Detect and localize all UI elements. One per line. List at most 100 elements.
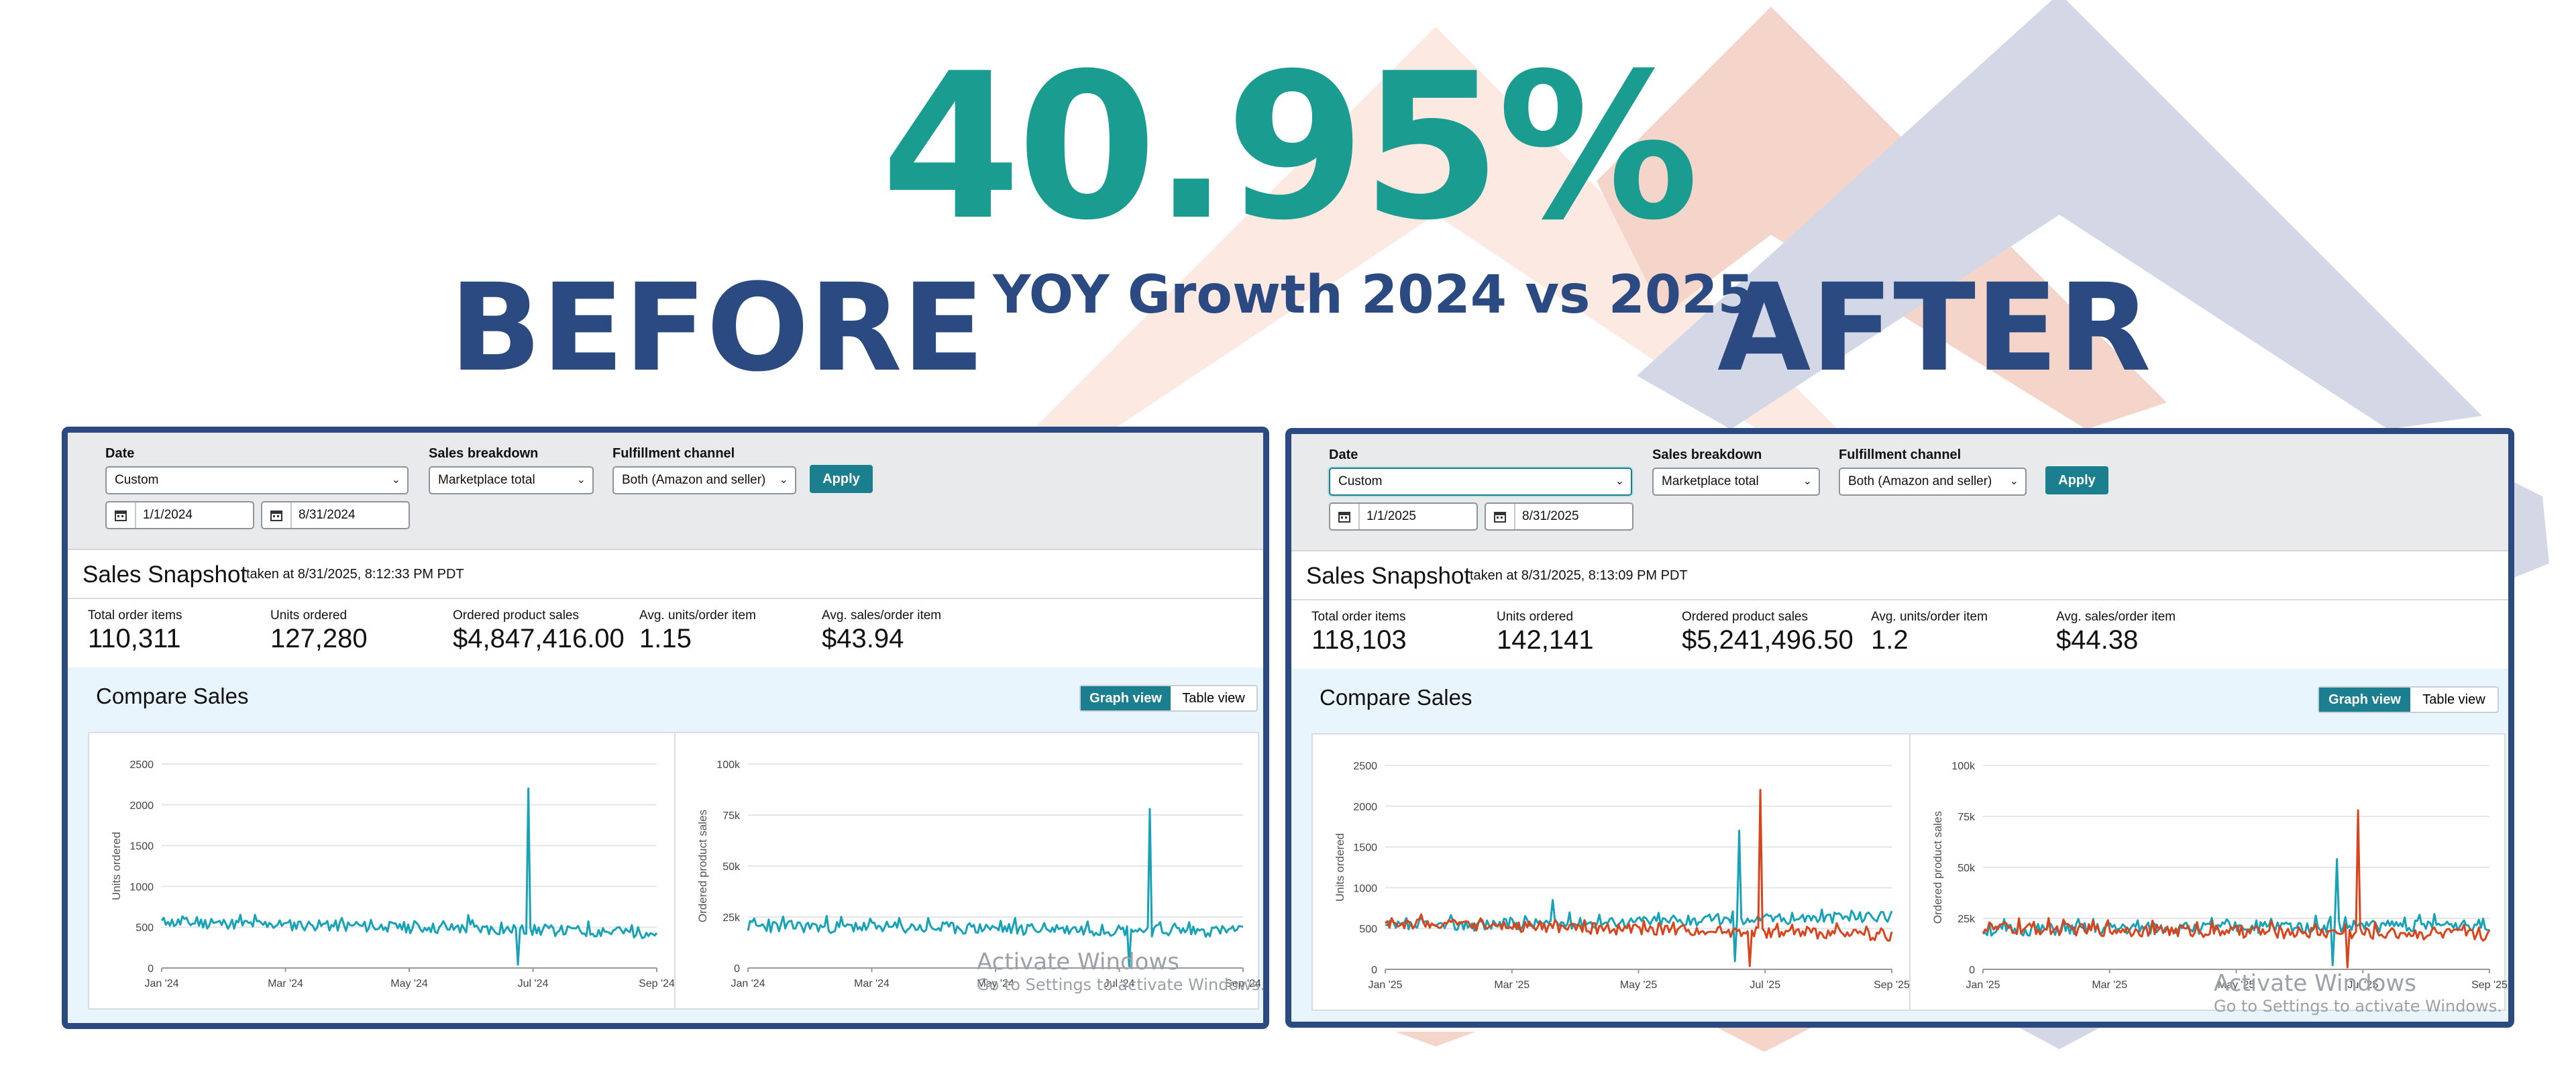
metric-label: Units ordered <box>270 608 347 623</box>
compare-sales-title: Compare Sales <box>96 684 249 708</box>
calendar-icon <box>262 502 292 528</box>
x-tick-label: Jan '24 <box>144 978 178 989</box>
start-date-input[interactable]: 1/1/2025 <box>1329 502 1478 531</box>
x-tick-label: Sep '24 <box>639 978 674 989</box>
view-toggle: Graph view Table view <box>1079 685 1258 712</box>
series-line <box>1385 829 1893 963</box>
series-line <box>160 788 658 966</box>
y-tick-label: 0 <box>1969 965 1975 976</box>
date-label: Date <box>105 446 135 461</box>
y-tick-label: 50k <box>722 861 741 873</box>
sales-breakdown-value: Marketplace total <box>438 473 535 487</box>
compare-sales-title: Compare Sales <box>1320 685 1472 710</box>
start-date-input[interactable]: 1/1/2024 <box>105 501 254 529</box>
view-toggle: Graph view Table view <box>2318 686 2499 713</box>
sales-breakdown-select[interactable]: Marketplace total ⌄ <box>1652 468 1820 496</box>
x-tick-label: Jul '24 <box>1104 978 1135 989</box>
chevron-down-icon: ⌄ <box>576 474 586 486</box>
fulfillment-channel-label: Fulfillment channel <box>612 446 735 461</box>
activate-windows-watermark: Activate Windows Go to Settings to activ… <box>977 949 1265 994</box>
units-ordered-chart: Units ordered 0 500 1000 1500 2000 2500 Jan '24… <box>110 759 674 989</box>
units-ordered-chart: Units ordered 0 500 1000 1500 2000 2500 Jan '25… <box>1334 761 1909 991</box>
metric-value: 1.15 <box>639 624 692 653</box>
end-date-input[interactable]: 8/31/2024 <box>261 501 410 529</box>
series-line <box>1385 789 1893 967</box>
bg-chevron-lavender <box>1637 0 2482 429</box>
bg-chevron-peach-left <box>1033 27 1838 429</box>
calendar-icon <box>107 502 136 528</box>
fulfillment-channel-value: Both (Amazon and seller) <box>1848 474 1992 488</box>
chevron-down-icon: ⌄ <box>391 474 400 486</box>
metric-label: Ordered product sales <box>453 608 579 623</box>
fulfillment-channel-select[interactable]: Both (Amazon and seller) ⌄ <box>1839 468 2027 496</box>
x-tick-label: Jul '24 <box>518 978 549 989</box>
calendar-icon <box>1486 504 1515 529</box>
date-range-value: Custom <box>115 473 159 487</box>
y-tick-label: 50k <box>1957 863 1976 874</box>
start-date-value: 1/1/2025 <box>1366 509 1416 523</box>
metric-value: 118,103 <box>1311 625 1407 655</box>
y-tick-label: 0 <box>148 963 154 975</box>
sales-breakdown-label: Sales breakdown <box>429 446 539 461</box>
chart-container: Units ordered 0 500 1000 1500 2000 2500 Jan '24… <box>88 732 1260 1010</box>
watermark-title: Activate Windows <box>977 949 1179 975</box>
after-label: AFTER <box>1717 258 2151 398</box>
before-dashboard-panel: Date Custom ⌄ 1/1/2024 8/31/2024 Sales b… <box>62 427 1269 1029</box>
chevron-down-icon: ⌄ <box>779 474 788 486</box>
x-tick-label: May '24 <box>390 978 428 989</box>
watermark-title: Activate Windows <box>2214 970 2416 997</box>
graph-view-button[interactable]: Graph view <box>2319 688 2410 712</box>
y-tick-label: 0 <box>1371 965 1377 976</box>
growth-percentage: 40.95% <box>881 30 1699 264</box>
snapshot-timestamp: taken at 8/31/2025, 8:12:33 PM PDT <box>246 567 464 582</box>
x-tick-label: Mar '24 <box>854 978 890 989</box>
activate-windows-watermark: Activate Windows Go to Settings to activ… <box>2214 970 2502 1016</box>
metric-label: Avg. units/order item <box>639 608 756 623</box>
y-tick-label: 1500 <box>1353 843 1377 854</box>
y-tick-label: 75k <box>722 810 741 822</box>
y-axis-label: Units ordered <box>1334 833 1346 902</box>
sales-breakdown-select[interactable]: Marketplace total ⌄ <box>429 466 594 494</box>
watermark-subtitle: Go to Settings to activate Windows. <box>2214 997 2502 1016</box>
y-tick-label: 25k <box>722 912 741 924</box>
chart-divider <box>674 733 676 1008</box>
x-tick-label: May '25 <box>1620 979 1658 991</box>
metric-label: Avg. units/order item <box>1871 610 1988 624</box>
snapshot-timestamp: taken at 8/31/2025, 8:13:09 PM PDT <box>1470 568 1688 583</box>
series-line <box>1982 858 2490 967</box>
date-range-value: Custom <box>1338 474 1383 488</box>
fulfillment-channel-select[interactable]: Both (Amazon and seller) ⌄ <box>612 466 796 494</box>
bg-chevron-peach-bottom-left <box>1395 1032 1476 1046</box>
x-tick-label: Jan '24 <box>731 978 765 989</box>
calendar-icon <box>1330 504 1360 529</box>
metric-label: Total order items <box>1311 610 1406 624</box>
y-axis-label: Ordered product sales <box>696 810 709 922</box>
apply-button[interactable]: Apply <box>2045 466 2108 494</box>
sales-snapshot-title: Sales Snapshot <box>83 561 248 588</box>
date-range-select[interactable]: Custom ⌄ <box>1329 468 1632 496</box>
y-tick-label: 500 <box>136 922 154 934</box>
metric-value: 110,311 <box>88 624 181 653</box>
x-tick-label: May '25 <box>2218 979 2255 991</box>
end-date-input[interactable]: 8/31/2025 <box>1485 502 1633 531</box>
x-tick-label: May '24 <box>977 978 1014 989</box>
y-tick-label: 75k <box>1957 812 1976 823</box>
y-tick-label: 2000 <box>129 800 154 812</box>
apply-button[interactable]: Apply <box>810 465 873 493</box>
y-tick-label: 25k <box>1957 914 1976 925</box>
table-view-button[interactable]: Table view <box>2422 692 2485 707</box>
compare-sales-section: Compare Sales Graph view Table view Unit… <box>1291 669 2508 1022</box>
table-view-button[interactable]: Table view <box>1182 691 1245 706</box>
y-tick-label: 1000 <box>1353 883 1377 894</box>
y-tick-label: 1000 <box>129 881 154 893</box>
x-tick-label: Sep '24 <box>1225 978 1260 989</box>
metric-value: $4,847,416.00 <box>453 624 625 653</box>
x-tick-label: Jul '25 <box>1750 979 1780 991</box>
metric-value: $44.38 <box>2056 625 2139 655</box>
graph-view-button[interactable]: Graph view <box>1081 686 1171 710</box>
ordered-product-sales-chart: Ordered product sales 0 25k 50k 75k 100k Jan '… <box>696 759 1260 989</box>
y-tick-label: 1500 <box>129 841 154 853</box>
date-range-select[interactable]: Custom ⌄ <box>105 466 409 494</box>
x-tick-label: Jan '25 <box>1966 979 2000 991</box>
divider <box>1291 599 2508 600</box>
